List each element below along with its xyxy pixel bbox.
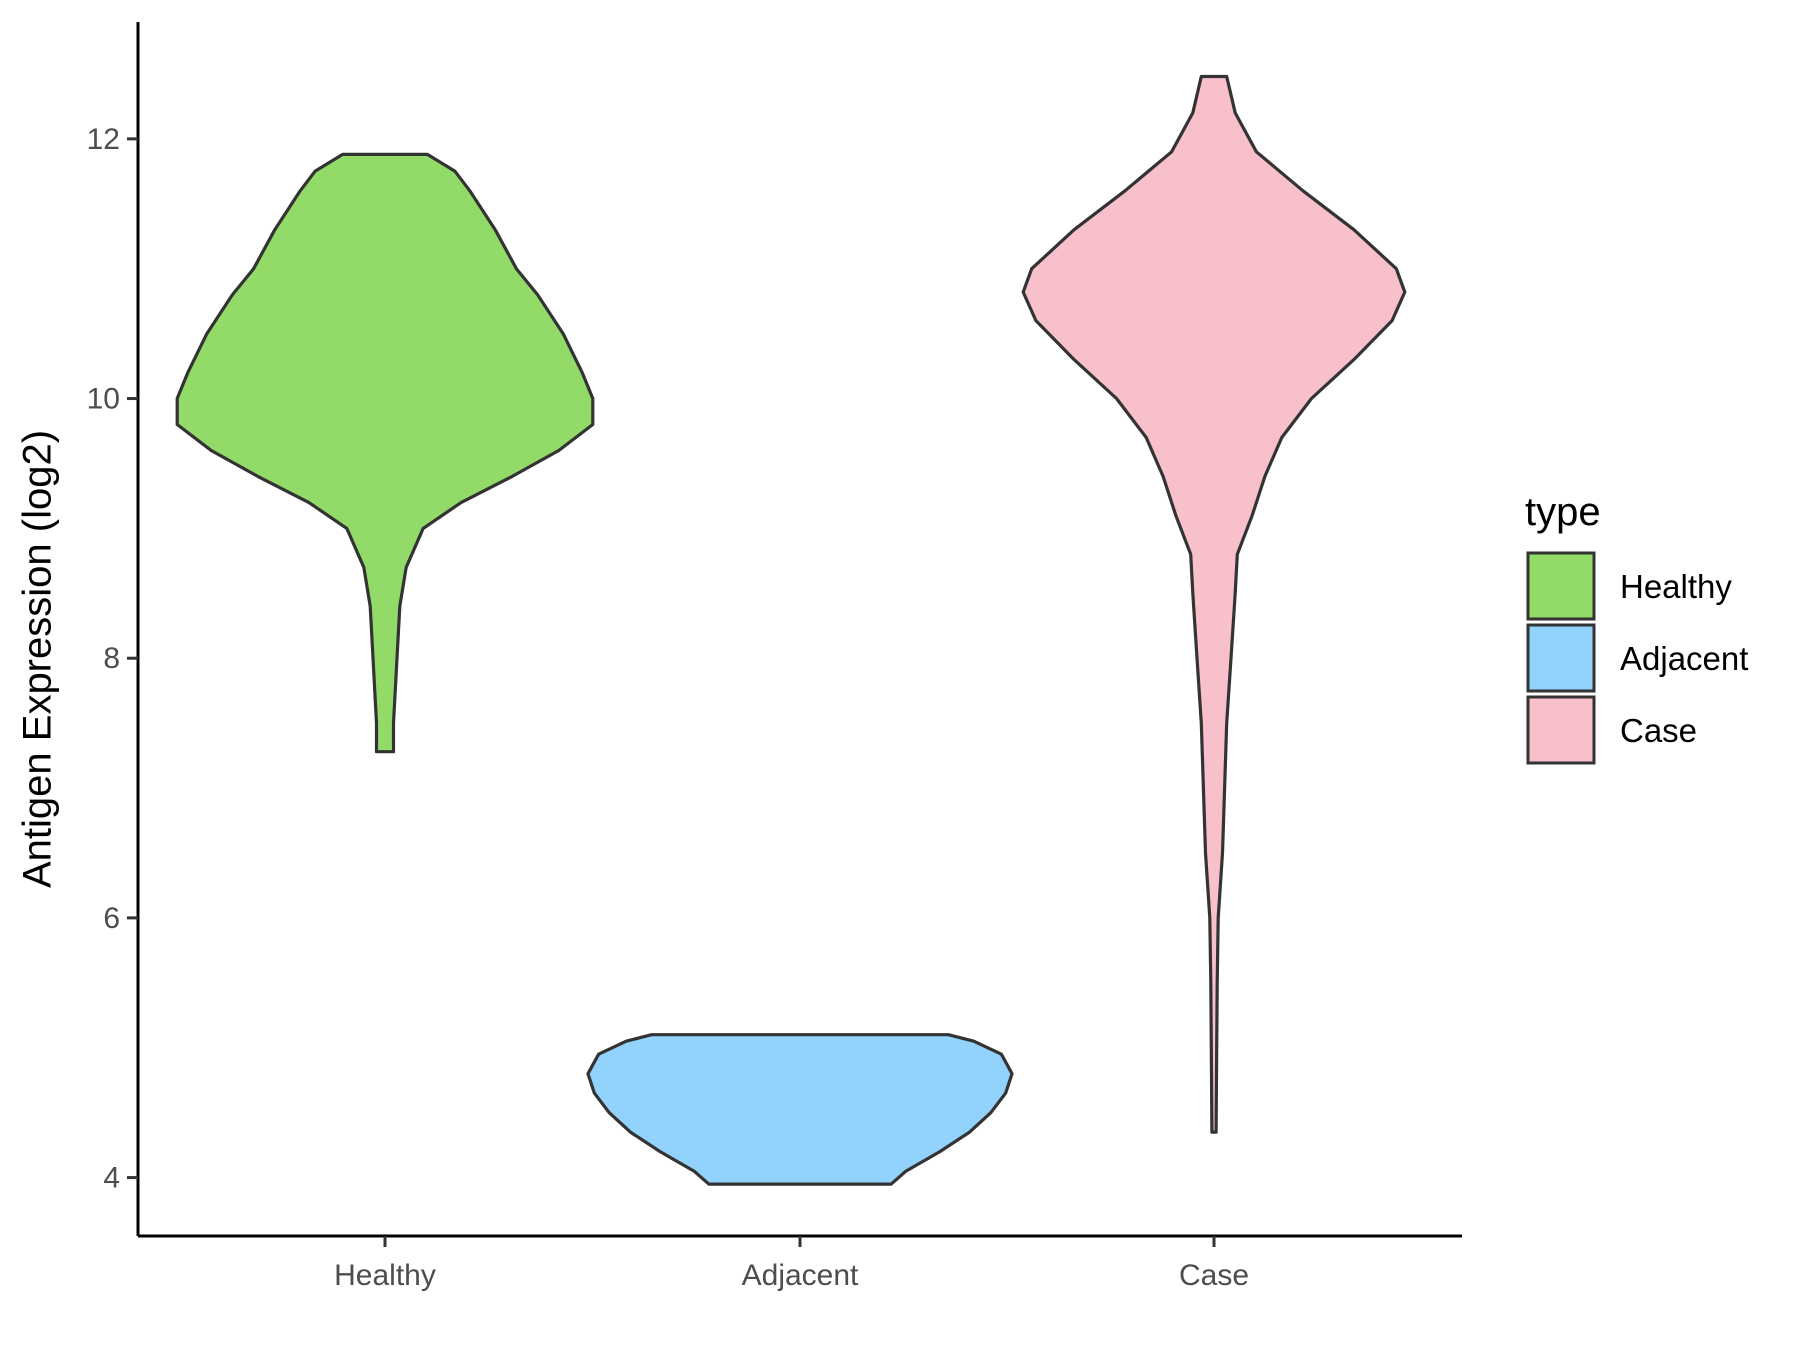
legend-label-healthy: Healthy: [1620, 568, 1732, 605]
axes: 4 6 8 10 12 Healthy Adjacent Case: [87, 22, 1462, 1292]
legend-key-case: [1526, 695, 1596, 765]
violin-healthy: [175, 152, 595, 754]
y-tick-label: 6: [103, 902, 120, 935]
violin-case: [1021, 74, 1407, 1134]
legend-title: type: [1525, 490, 1601, 534]
legend-label-adjacent: Adjacent: [1620, 640, 1748, 677]
y-tick-label: 8: [103, 642, 120, 675]
y-tick-label: 12: [87, 123, 120, 156]
legend-key-adjacent: [1526, 623, 1596, 693]
y-tick-label: 4: [103, 1162, 120, 1195]
legend-key-healthy: [1526, 551, 1596, 621]
x-tick-label: Healthy: [334, 1259, 436, 1292]
violin-adjacent: [586, 1033, 1014, 1186]
x-tick-label: Adjacent: [742, 1259, 859, 1292]
y-tick-label: 10: [87, 383, 120, 416]
legend: type Healthy Adjacent Case: [1525, 490, 1748, 765]
legend-label-case: Case: [1620, 712, 1697, 749]
y-axis-title: Antigen Expression (log2): [16, 430, 60, 888]
x-tick-label: Case: [1179, 1259, 1249, 1292]
plot-area: [175, 74, 1407, 1186]
